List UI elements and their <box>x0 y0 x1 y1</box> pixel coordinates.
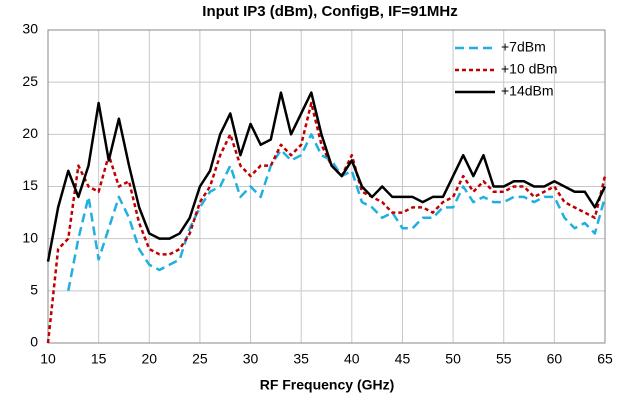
legend-label: +7dBm <box>501 39 546 55</box>
x-tick-label: 35 <box>293 351 309 367</box>
y-tick-label: 25 <box>22 73 38 89</box>
y-tick-label: 30 <box>22 21 38 37</box>
x-tick-label: 40 <box>344 351 360 367</box>
x-tick-label: 30 <box>243 351 259 367</box>
legend-label: +10 dBm <box>501 61 557 77</box>
y-tick-label: 20 <box>22 125 38 141</box>
series-line <box>46 91 607 262</box>
legend-label: +14dBm <box>501 83 554 99</box>
x-axis-label: RF Frequency (GHz) <box>260 377 395 393</box>
x-tick-label: 25 <box>192 351 208 367</box>
x-tick-label: 15 <box>91 351 107 367</box>
y-tick-label: 0 <box>30 334 38 350</box>
chart-title: Input IP3 (dBm), ConfigB, IF=91MHz <box>202 3 457 20</box>
y-tick-label: 5 <box>30 282 38 298</box>
series-line <box>67 133 607 292</box>
series-line <box>46 101 607 344</box>
x-tick-label: 55 <box>496 351 512 367</box>
y-tick-label: 15 <box>22 177 38 193</box>
y-tick-label: 10 <box>22 229 38 245</box>
x-tick-label: 20 <box>141 351 157 367</box>
x-tick-label: 65 <box>597 351 613 367</box>
x-tick-label: 50 <box>445 351 461 367</box>
x-tick-label: 60 <box>547 351 563 367</box>
x-tick-label: 45 <box>395 351 411 367</box>
x-tick-label: 10 <box>40 351 56 367</box>
